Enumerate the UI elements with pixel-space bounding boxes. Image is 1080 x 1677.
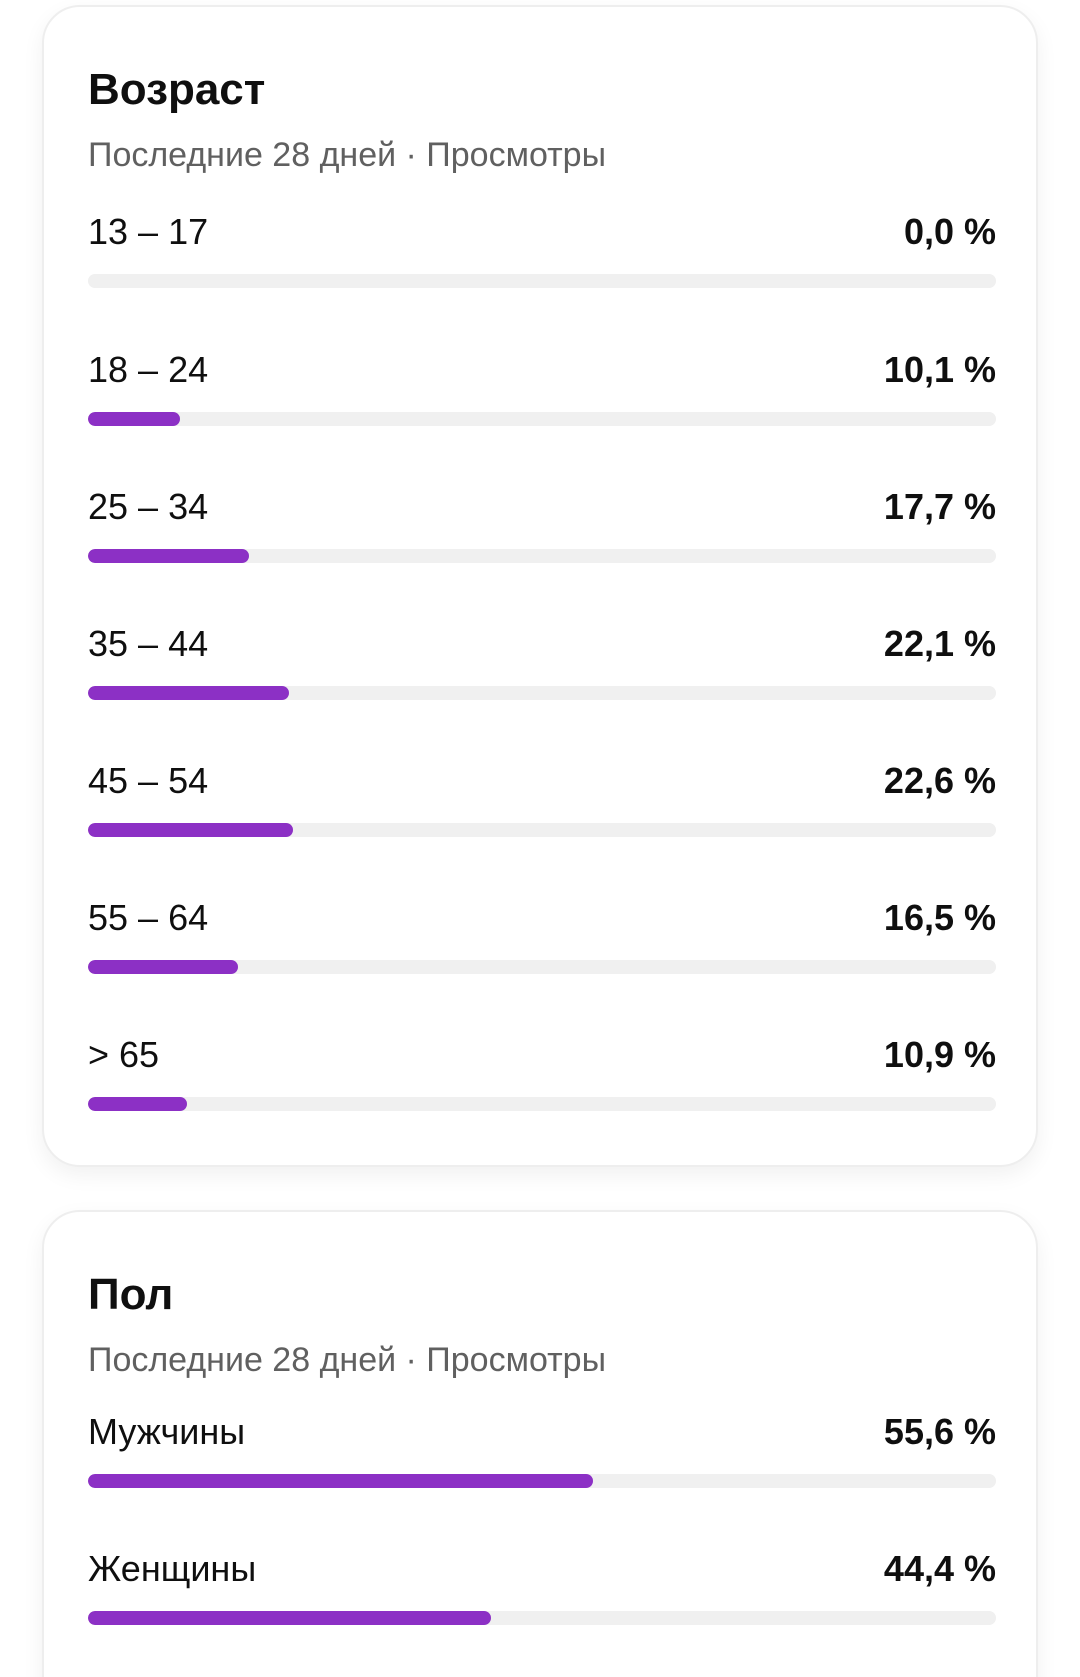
age-row-progress-fill xyxy=(88,960,238,974)
age-row-value: 0,0 % xyxy=(903,211,996,252)
age-row-13-17: 13 – 17 0,0 % xyxy=(88,210,996,300)
gender-row-value: 44,4 % xyxy=(883,1548,996,1589)
gender-row-progress-track xyxy=(88,1474,996,1488)
age-row-label: 45 – 54 xyxy=(88,760,209,801)
age-row-label: > 65 xyxy=(88,1034,160,1075)
age-card-title: Возраст xyxy=(88,65,266,114)
age-row-25-34: 25 – 34 17,7 % xyxy=(88,485,996,575)
age-row-progress-track xyxy=(88,1097,996,1111)
age-row-label: 18 – 24 xyxy=(88,349,209,390)
gender-row-progress-track xyxy=(88,1611,996,1625)
age-row-value: 22,1 % xyxy=(883,623,996,664)
age-row-value: 10,9 % xyxy=(883,1034,996,1075)
age-row-progress-fill xyxy=(88,823,294,837)
age-row-progress-track xyxy=(88,686,996,700)
age-row-value: 16,5 % xyxy=(883,897,996,938)
age-card-subtitle: Последние 28 дней · Просмотры xyxy=(88,136,607,174)
age-row-55-64: 55 – 64 16,5 % xyxy=(88,896,996,986)
age-row-progress-track xyxy=(88,274,996,288)
gender-row-label: Мужчины xyxy=(88,1411,246,1452)
age-row-progress-fill xyxy=(88,549,249,563)
age-row-label: 13 – 17 xyxy=(88,211,209,252)
age-card: Возраст Последние 28 дней · Просмотры 13… xyxy=(42,5,1038,1167)
gender-row-progress-fill xyxy=(88,1474,593,1488)
gender-row-male: Мужчины 55,6 % xyxy=(88,1410,996,1500)
gender-row-label: Женщины xyxy=(88,1548,257,1589)
age-row-label: 55 – 64 xyxy=(88,897,209,938)
age-row-progress-fill xyxy=(88,686,289,700)
age-row-progress-track xyxy=(88,412,996,426)
age-row-label: 35 – 44 xyxy=(88,623,209,664)
age-row-progress-fill xyxy=(88,1097,187,1111)
age-row-value: 22,6 % xyxy=(883,760,996,801)
gender-row-value: 55,6 % xyxy=(883,1411,996,1452)
age-row-progress-track xyxy=(88,823,996,837)
age-row-progress-track xyxy=(88,960,996,974)
gender-card-title: Пол xyxy=(88,1270,174,1319)
age-row-progress-fill xyxy=(88,412,180,426)
gender-card-subtitle: Последние 28 дней · Просмотры xyxy=(88,1341,607,1379)
age-row-value: 17,7 % xyxy=(883,486,996,527)
gender-card: Пол Последние 28 дней · Просмотры Мужчин… xyxy=(42,1210,1038,1677)
age-row-18-24: 18 – 24 10,1 % xyxy=(88,348,996,438)
age-row-65-plus: > 65 10,9 % xyxy=(88,1033,996,1123)
age-row-value: 10,1 % xyxy=(883,349,996,390)
age-row-progress-track xyxy=(88,549,996,563)
age-row-label: 25 – 34 xyxy=(88,486,209,527)
gender-row-female: Женщины 44,4 % xyxy=(88,1547,996,1637)
age-row-35-44: 35 – 44 22,1 % xyxy=(88,622,996,712)
age-row-45-54: 45 – 54 22,6 % xyxy=(88,759,996,849)
gender-row-progress-fill xyxy=(88,1611,492,1625)
